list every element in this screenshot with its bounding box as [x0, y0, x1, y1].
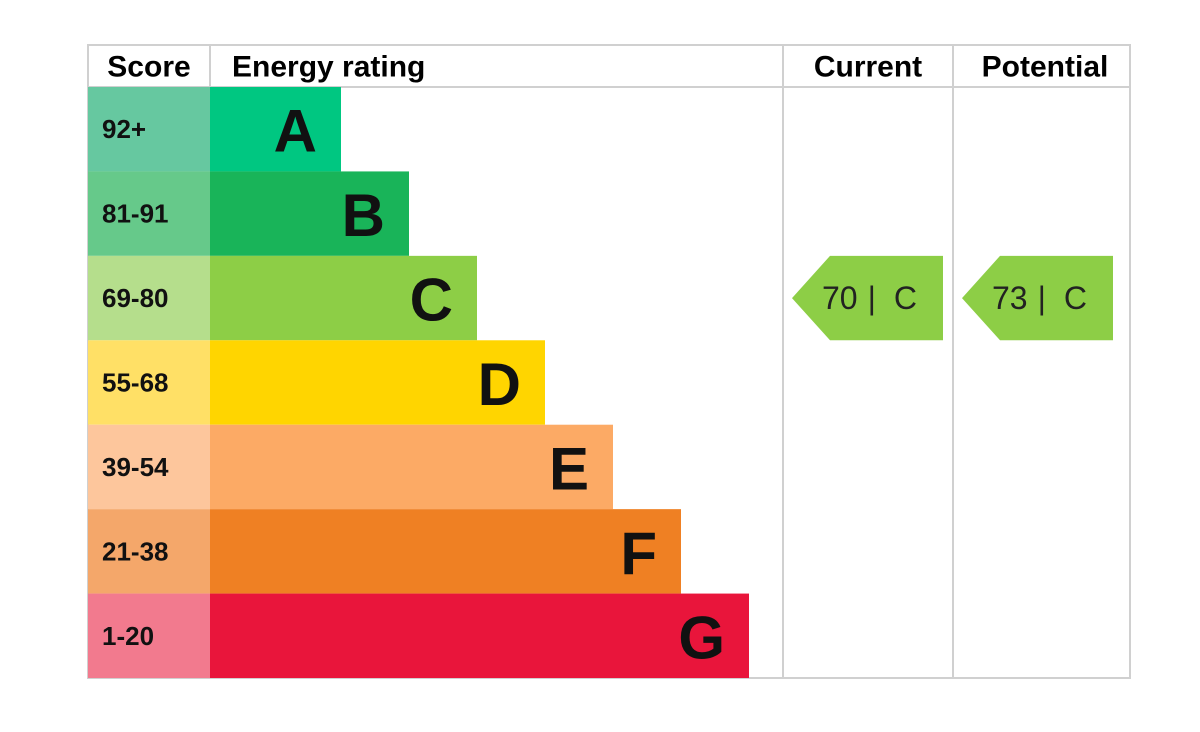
header-current: Current — [814, 51, 922, 84]
rating-bar — [210, 593, 749, 678]
score-label: 69-80 — [102, 283, 169, 313]
band-letter: G — [678, 604, 725, 671]
potential-separator: | — [1038, 280, 1046, 316]
score-label: 39-54 — [102, 452, 169, 482]
score-cell — [88, 509, 210, 594]
score-label: 21-38 — [102, 536, 169, 566]
band-letter: C — [410, 267, 453, 334]
score-cell — [88, 424, 210, 510]
score-label: 81-91 — [102, 199, 169, 229]
current-band: C — [894, 280, 917, 316]
rating-bar — [210, 509, 681, 594]
current-value: 70 — [822, 280, 858, 316]
band-letter: F — [620, 520, 657, 587]
rating-bar — [210, 171, 409, 256]
band-letter: A — [274, 98, 317, 165]
header-potential: Potential — [982, 51, 1109, 84]
score-label: 55-68 — [102, 368, 169, 398]
rating-bar — [210, 424, 613, 510]
score-cell — [88, 87, 210, 172]
rating-bar — [210, 255, 477, 341]
band-letter: D — [478, 351, 521, 418]
score-label: 1-20 — [102, 621, 154, 651]
score-label: 92+ — [102, 114, 146, 144]
header-rating: Energy rating — [232, 51, 425, 84]
band-letter: B — [342, 182, 385, 249]
current-separator: | — [868, 280, 876, 316]
rating-bar — [210, 87, 341, 172]
potential-value: 73 — [992, 280, 1028, 316]
score-cell — [88, 171, 210, 256]
header-score: Score — [107, 51, 190, 84]
score-cell — [88, 255, 210, 341]
potential-arrow — [962, 255, 1113, 341]
current-label: 70 | C — [822, 280, 917, 316]
score-cell — [88, 340, 210, 425]
current-arrow — [792, 255, 943, 341]
score-cell — [88, 593, 210, 678]
potential-band: C — [1064, 280, 1087, 316]
band-letter: E — [549, 435, 589, 502]
rating-bar — [210, 340, 545, 425]
potential-label: 73 | C — [992, 280, 1087, 316]
